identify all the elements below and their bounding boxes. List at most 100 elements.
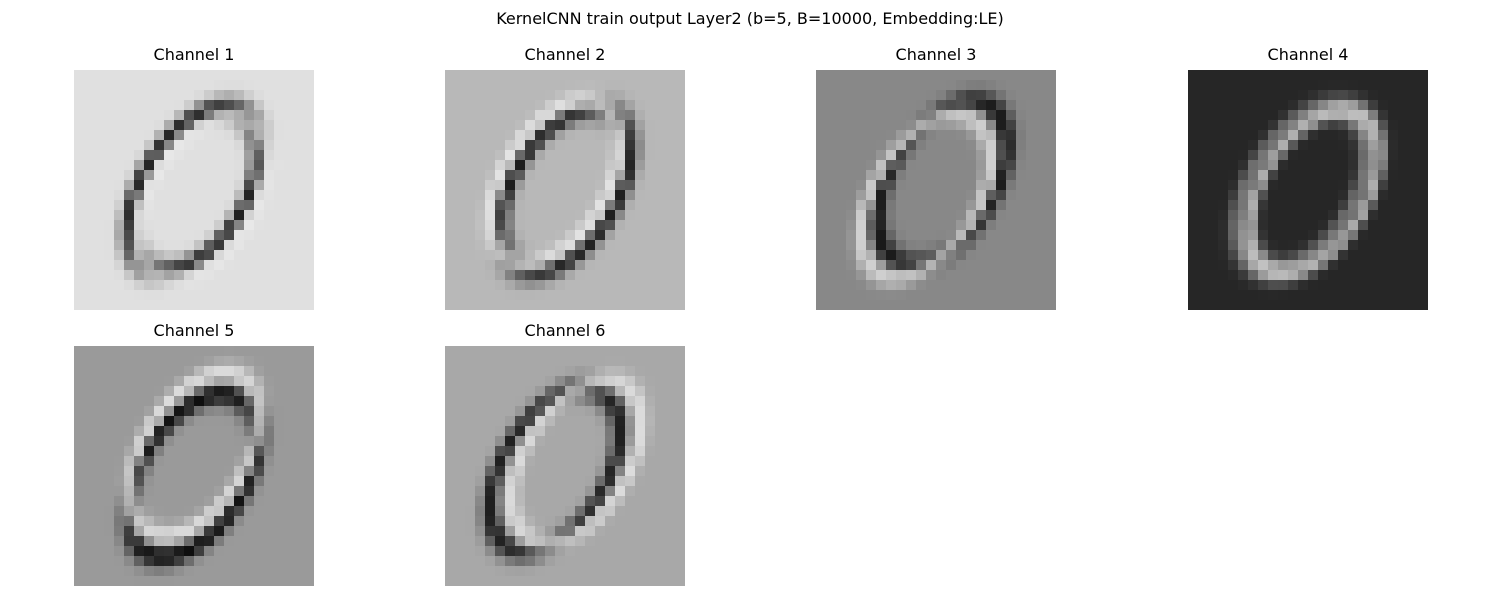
pixel-cell xyxy=(284,290,294,300)
pixel-cell xyxy=(174,476,184,486)
pixel-cell xyxy=(465,376,475,386)
pixel-cell xyxy=(1016,160,1026,170)
pixel-cell xyxy=(284,566,294,576)
pixel-cell xyxy=(304,180,314,190)
pixel-cell xyxy=(134,290,144,300)
pixel-cell xyxy=(1418,270,1428,280)
pixel-cell xyxy=(966,300,976,310)
pixel-cell xyxy=(545,140,555,150)
pixel-cell xyxy=(555,476,565,486)
pixel-cell xyxy=(94,290,104,300)
pixel-cell xyxy=(936,140,946,150)
pixel-cell xyxy=(1026,140,1036,150)
pixel-cell xyxy=(645,220,655,230)
pixel-cell xyxy=(1188,90,1198,100)
pixel-cell xyxy=(1026,280,1036,290)
pixel-cell xyxy=(595,130,605,140)
pixel-cell xyxy=(264,260,274,270)
pixel-cell xyxy=(1198,140,1208,150)
pixel-cell xyxy=(465,576,475,586)
pixel-cell xyxy=(1408,220,1418,230)
pixel-cell xyxy=(1378,280,1388,290)
pixel-cell xyxy=(134,396,144,406)
pixel-cell xyxy=(84,386,94,396)
pixel-cell xyxy=(455,200,465,210)
pixel-cell xyxy=(575,426,585,436)
pixel-cell xyxy=(1388,250,1398,260)
pixel-cell xyxy=(74,386,84,396)
pixel-cell xyxy=(1308,180,1318,190)
pixel-cell xyxy=(294,220,304,230)
pixel-cell xyxy=(264,180,274,190)
pixel-cell xyxy=(174,496,184,506)
pixel-cell xyxy=(124,90,134,100)
pixel-cell xyxy=(1318,150,1328,160)
pixel-cell xyxy=(976,280,986,290)
pixel-cell xyxy=(274,536,284,546)
pixel-cell xyxy=(515,140,525,150)
pixel-cell xyxy=(1318,180,1328,190)
pixel-cell xyxy=(84,406,94,416)
pixel-cell xyxy=(164,426,174,436)
pixel-cell xyxy=(144,210,154,220)
pixel-cell xyxy=(475,446,485,456)
pixel-cell xyxy=(1238,130,1248,140)
pixel-cell xyxy=(224,386,234,396)
pixel-cell xyxy=(124,406,134,416)
pixel-cell xyxy=(515,120,525,130)
pixel-cell xyxy=(254,566,264,576)
pixel-cell xyxy=(1238,150,1248,160)
pixel-cell xyxy=(254,80,264,90)
pixel-cell xyxy=(625,180,635,190)
pixel-cell xyxy=(665,150,675,160)
pixel-cell xyxy=(886,150,896,160)
pixel-cell xyxy=(1348,100,1358,110)
pixel-cell xyxy=(645,456,655,466)
pixel-cell xyxy=(1378,150,1388,160)
pixel-cell xyxy=(675,426,685,436)
pixel-cell xyxy=(665,546,675,556)
pixel-cell xyxy=(585,556,595,566)
pixel-cell xyxy=(655,90,665,100)
pixel-cell xyxy=(495,300,505,310)
pixel-cell xyxy=(1026,260,1036,270)
pixel-cell xyxy=(274,576,284,586)
pixel-cell xyxy=(134,210,144,220)
pixel-cell xyxy=(485,436,495,446)
pixel-cell xyxy=(445,280,455,290)
pixel-cell xyxy=(264,90,274,100)
pixel-cell xyxy=(264,190,274,200)
pixel-cell xyxy=(244,466,254,476)
pixel-cell xyxy=(635,80,645,90)
pixel-cell xyxy=(545,80,555,90)
pixel-cell xyxy=(224,270,234,280)
pixel-cell xyxy=(976,70,986,80)
pixel-cell xyxy=(84,270,94,280)
pixel-cell xyxy=(124,416,134,426)
pixel-cell xyxy=(274,260,284,270)
pixel-cell xyxy=(264,426,274,436)
pixel-cell xyxy=(936,270,946,280)
pixel-cell xyxy=(595,496,605,506)
pixel-cell xyxy=(194,80,204,90)
pixel-cell xyxy=(946,230,956,240)
pixel-cell xyxy=(1248,120,1258,130)
pixel-cell xyxy=(565,260,575,270)
pixel-cell xyxy=(204,496,214,506)
pixel-cell xyxy=(675,240,685,250)
pixel-cell xyxy=(1218,180,1228,190)
pixel-cell xyxy=(665,70,675,80)
pixel-cell xyxy=(896,260,906,270)
pixel-cell xyxy=(515,190,525,200)
pixel-cell xyxy=(495,150,505,160)
pixel-cell xyxy=(485,110,495,120)
pixel-cell xyxy=(645,476,655,486)
pixel-cell xyxy=(655,526,665,536)
pixel-cell xyxy=(1408,250,1418,260)
pixel-cell xyxy=(104,220,114,230)
pixel-cell xyxy=(605,280,615,290)
pixel-cell xyxy=(94,526,104,536)
pixel-cell xyxy=(525,356,535,366)
pixel-cell xyxy=(1328,260,1338,270)
pixel-cell xyxy=(244,250,254,260)
